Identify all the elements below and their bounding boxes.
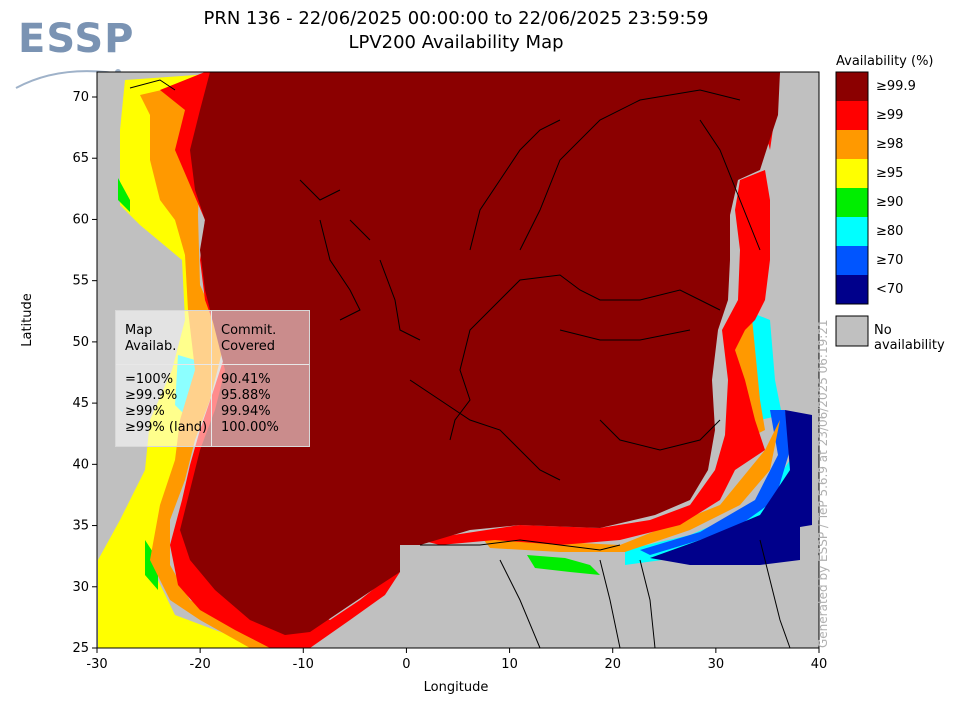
x-tick-label: 10 [501,657,518,672]
legend-title: Availability (%) [836,54,934,69]
x-tick-label: -10 [293,657,314,672]
stats-value: 99.94% [221,404,271,419]
no-availability-label: No availability [874,323,945,353]
legend-swatch [836,275,868,304]
y-axis: 70 65 60 55 50 45 40 35 30 25 [72,90,97,656]
legend-label: <70 [876,282,904,297]
stats-value: 95.88% [221,388,271,403]
y-tick-label: 65 [72,151,89,166]
legend-label: ≥95 [876,166,904,181]
legend-swatch [836,72,868,101]
stats-header-right: Commit. Covered [221,323,277,354]
x-tick-label: 20 [604,657,621,672]
plot-frame [96,71,820,649]
legend-swatch [836,159,868,188]
legend-label: ≥70 [876,253,904,268]
stats-values: 90.41% 95.88% 99.94% 100.00% [221,372,279,436]
band-lt70 [650,410,812,565]
y-tick-label: 45 [72,396,89,411]
legend-frame [835,71,869,305]
legend-swatch [836,217,868,246]
legend-label: ≥90 [876,195,904,210]
legend-swatch [836,246,868,275]
legend-swatch [836,101,868,130]
legend-label: ≥99.9 [876,79,916,94]
x-tick-label: -20 [190,657,211,672]
coastlines [129,79,791,649]
map-subtitle: LPV200 Availability Map [348,32,564,53]
stats-level: ≥99% [125,404,165,419]
y-tick-label: 25 [72,641,89,656]
stats-level: ≥99% (land) [125,420,208,435]
y-tick-label: 55 [72,274,89,289]
x-tick-label: -30 [86,657,107,672]
y-axis-title: Latitude [20,293,35,347]
availability-regions [98,72,812,648]
y-tick-label: 40 [72,457,89,472]
x-tick-label: 30 [708,657,725,672]
x-tick-label: 40 [811,657,828,672]
y-tick-label: 30 [72,580,89,595]
map-title: PRN 136 - 22/06/2025 00:00:00 to 22/06/2… [203,8,709,29]
x-axis-title: Longitude [423,680,489,695]
statistics-panel: Map Availab. Commit. Covered =100% ≥99.9… [115,310,310,447]
legend-swatch [836,188,868,217]
band-99-9 [180,72,780,635]
legend-colorbar [835,71,869,305]
legend-label: ≥99 [876,108,904,123]
stats-levels: =100% ≥99.9% ≥99% ≥99% (land) [125,372,207,436]
legend-swatch [836,130,868,159]
x-axis: -30 -20 -10 0 10 20 30 40 [86,648,827,672]
stats-level: =100% [125,372,174,387]
y-tick-label: 35 [72,519,89,534]
y-tick-label: 50 [72,335,89,350]
legend-label: ≥98 [876,137,904,152]
stats-divider-vertical [211,311,212,446]
y-tick-label: 70 [72,90,89,105]
y-tick-label: 60 [72,212,89,227]
no-availability-swatch [835,315,869,347]
band-70 [640,410,790,555]
legend-label: ≥80 [876,224,904,239]
stats-value: 90.41% [221,372,271,387]
stats-header-left: Map Availab. [125,323,177,354]
x-tick-label: 0 [402,657,410,672]
stats-level: ≥99.9% [125,388,178,403]
stats-value: 100.00% [221,420,279,435]
stats-divider-horizontal [116,364,309,365]
generation-credit: Generated by ESSP / TeP 5.6.9 at 23/06/2… [816,319,830,648]
logo-text: ESSP [18,16,135,62]
